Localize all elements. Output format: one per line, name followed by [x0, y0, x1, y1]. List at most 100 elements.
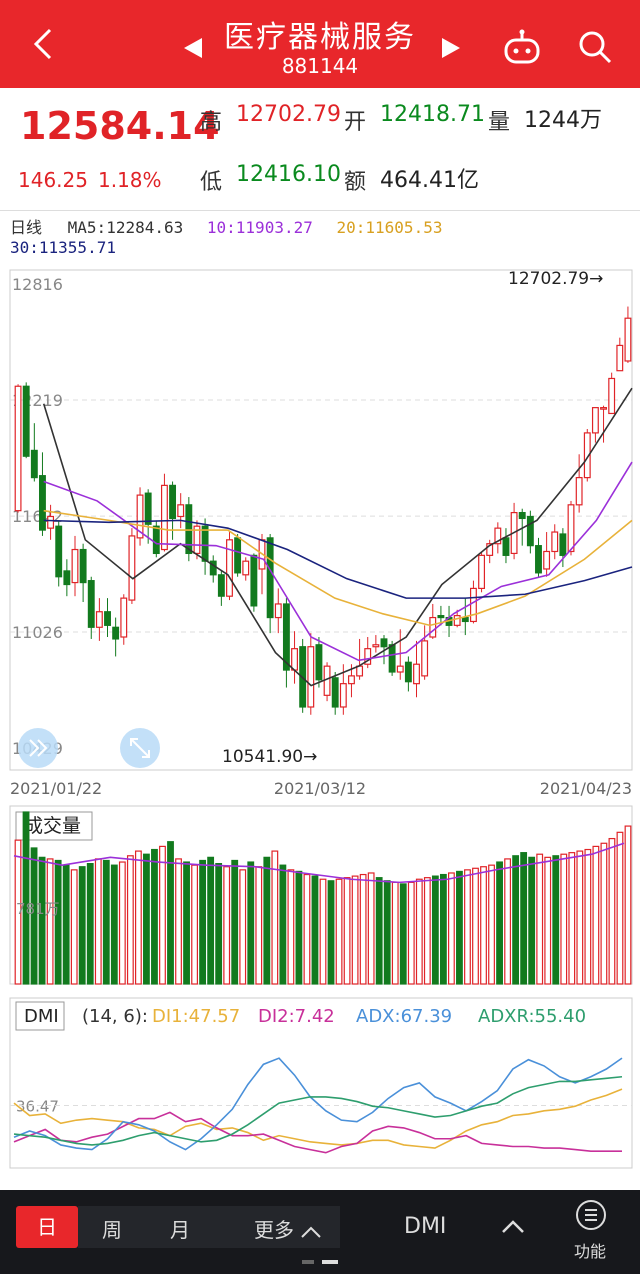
volume-bar — [46, 858, 54, 985]
candle — [79, 548, 87, 584]
volume-bar — [423, 877, 431, 985]
candle — [95, 611, 103, 628]
candle — [234, 537, 242, 574]
candle — [169, 484, 177, 520]
next-stock-icon[interactable] — [440, 36, 462, 64]
volume-bar — [271, 850, 279, 985]
volume-chart[interactable]: 成交量 781万 — [0, 802, 640, 992]
volume-bar — [199, 859, 207, 985]
ma5-line — [42, 387, 633, 687]
divider — [0, 210, 640, 211]
y-tick-label: 11026 — [12, 623, 63, 642]
indicator-chevron-up-icon[interactable] — [500, 1218, 526, 1238]
period-label: 日线 — [10, 218, 43, 237]
candle — [22, 385, 30, 457]
volume-bar — [311, 875, 319, 985]
tab-month[interactable]: 月 — [170, 1218, 190, 1242]
candle — [331, 677, 339, 708]
volume-bar — [223, 866, 231, 985]
volume-bar — [407, 881, 415, 985]
volume-bar — [143, 853, 150, 985]
robot-icon[interactable] — [502, 28, 542, 72]
ma30-label: 30:11355.71 — [10, 238, 116, 257]
candle — [396, 665, 404, 673]
dmi-tick-label: 36.47 — [16, 1097, 59, 1115]
ma10-line — [43, 461, 633, 662]
volume-bar — [544, 856, 552, 985]
candle — [624, 317, 632, 362]
volume-bar — [512, 855, 520, 985]
tab-day[interactable]: 日 — [16, 1206, 78, 1248]
candle — [47, 515, 55, 529]
volume-bar — [383, 880, 391, 985]
low-label: 低 — [200, 170, 223, 195]
candle — [437, 615, 445, 619]
x-tick-label: 2021/03/12 — [274, 779, 366, 798]
candle — [104, 611, 111, 626]
volume-bar — [22, 811, 30, 985]
volume-bar — [319, 878, 327, 985]
candlestick-chart[interactable]: 128161221911622110261042912702.79→10541.… — [0, 262, 640, 802]
volume-bar — [78, 866, 86, 985]
volume-bar — [480, 866, 487, 985]
candle — [348, 675, 355, 685]
volume-bar — [70, 869, 78, 985]
volume-bar — [118, 861, 126, 985]
volume-bar — [263, 856, 271, 985]
indicator-selector[interactable]: DMI — [404, 1214, 447, 1239]
high-label: 高 — [200, 110, 223, 135]
candle — [583, 432, 591, 479]
candle — [413, 663, 420, 685]
function-label: 功能 — [574, 1242, 607, 1261]
candle — [543, 550, 551, 570]
dmi-chart[interactable]: DMI (14, 6): DI1:47.57 DI2:7.42 ADX:67.39 ADX… — [0, 994, 640, 1174]
bottom-bar: 日 周 月 更多 DMI 功能 — [0, 1190, 640, 1274]
volume-bar — [536, 853, 544, 985]
di1-line — [13, 1088, 623, 1149]
tab-more-label: 更多 — [254, 1218, 294, 1242]
ma5-label: MA5:12284.63 — [67, 218, 184, 237]
ma30-line — [43, 519, 633, 599]
collapse-icon[interactable] — [18, 728, 58, 768]
volume-bar — [54, 859, 62, 985]
candle — [600, 407, 607, 410]
candle — [608, 377, 616, 415]
volume-bar — [431, 875, 439, 985]
tab-more[interactable]: 更多 — [254, 1214, 322, 1243]
volume-bar — [415, 878, 423, 985]
volume-bar — [287, 869, 295, 985]
candle — [502, 537, 510, 556]
volume-bar — [359, 873, 367, 985]
volume-bar — [504, 858, 512, 985]
expand-icon[interactable] — [120, 728, 160, 768]
volume-bar — [303, 873, 311, 985]
candle — [486, 543, 494, 556]
di1-label: DI1:47.57 — [152, 1006, 240, 1027]
high-value: 12702.79 — [236, 102, 341, 127]
search-icon[interactable] — [576, 28, 616, 72]
page-title: 医疗器械服务 — [224, 20, 416, 55]
volume-bar — [175, 858, 182, 985]
candle — [526, 515, 534, 547]
tab-day-label: 日 — [37, 1215, 57, 1239]
candle — [144, 492, 152, 525]
volume-bar — [568, 852, 576, 985]
volume-bar — [448, 872, 455, 985]
volume-bar — [110, 864, 118, 985]
volume-bar — [439, 873, 447, 985]
tab-week[interactable]: 周 — [102, 1218, 122, 1242]
volume-bar — [191, 864, 198, 985]
volume-bar — [592, 845, 600, 985]
candle — [315, 644, 323, 681]
back-icon[interactable] — [24, 24, 64, 64]
function-menu-icon[interactable] — [574, 1198, 608, 1236]
prev-stock-icon[interactable] — [182, 36, 204, 64]
ma-legend: 日线 MA5:12284.63 10:11903.27 20:11605.53 … — [10, 218, 630, 258]
page-indicator — [302, 1260, 342, 1264]
current-price: 12584.14 — [20, 104, 220, 148]
candle — [429, 616, 437, 638]
candle — [128, 535, 136, 601]
candle — [453, 615, 461, 626]
volume-bar — [616, 831, 624, 985]
y-tick-label: 12816 — [12, 275, 63, 294]
